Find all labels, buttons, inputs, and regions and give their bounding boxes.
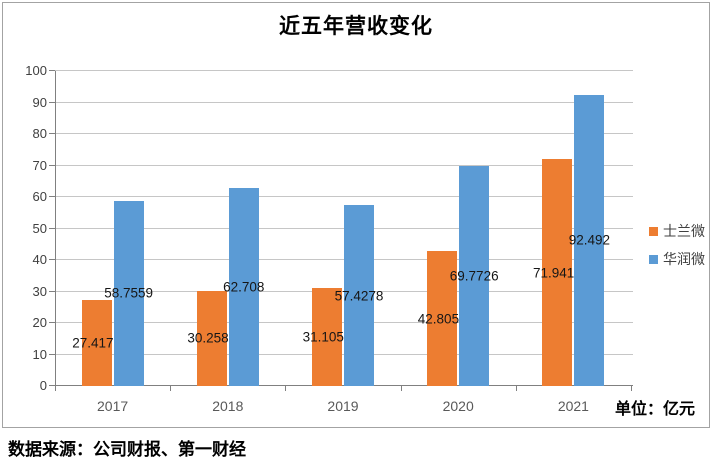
y-axis-label: 90 [32,94,47,110]
y-axis-tick [49,101,55,103]
y-axis-label: 10 [32,346,47,362]
bar-data-label: 62.708 [223,279,265,295]
bar-data-label: 30.2586 [187,330,237,346]
x-axis-tick [515,386,517,391]
y-axis-tick [49,353,55,355]
bar-data-label: 58.7559 [104,285,153,301]
y-axis-tick [49,259,55,260]
y-axis-label: 0 [39,378,47,393]
bar-data-label: 92.492 [568,232,611,248]
y-axis-tick [49,385,55,386]
x-axis-tick [55,386,56,391]
chart-title: 近五年营收变化 [279,15,433,38]
y-axis-tick [49,322,55,323]
x-axis-tick [285,386,287,391]
bar-士兰微-2019 [312,288,342,386]
bar-data-label: 57.4278 [334,288,384,304]
legend: 士兰微 华润微 [649,221,705,269]
bar-data-label: 42.8056 [417,311,467,327]
y-axis-line [55,71,56,386]
chart-canvas: 近五年营收变化 0 10 20 30 40 50 60 70 80 90 100 27.4179 58.… [2,2,710,428]
bar-华润微-2019 [344,205,374,386]
y-axis-tick [49,196,55,197]
y-axis-label: 80 [32,126,47,141]
x-axis-tick [170,386,172,391]
bar-士兰微-2021 [542,159,573,386]
gridline [55,196,633,197]
y-axis-label: 30 [32,283,47,299]
unit-label: 单位：亿元 [615,401,696,418]
bar-data-label: 71.9415 [532,265,582,281]
y-axis-label: 40 [32,252,47,267]
bar-华润微-2017 [113,200,144,386]
bar-data-label: 69.7726 [449,268,499,284]
gridline [55,164,633,166]
gridline [55,133,633,134]
bar-士兰微-2020 [427,251,458,386]
legend-label: 士兰微 [663,223,705,239]
x-axis-tick [631,386,632,391]
legend-swatch-icon [649,254,658,264]
bar-士兰微-2018 [196,290,227,386]
y-axis-label: 50 [32,220,47,236]
bar-华润微-2021 [574,94,605,386]
x-axis-label: 2018 [212,398,244,414]
gridline [55,101,633,103]
y-axis-label: 20 [32,315,47,330]
y-axis-tick [49,227,55,229]
plot-area: 0 10 20 30 40 50 60 70 80 90 100 27.4179 58.7559 2017… [3,3,709,427]
bar-士兰微-2017 [81,299,112,386]
x-axis-label: 2017 [97,398,129,414]
bar-data-label: 31.1057 [302,329,352,345]
x-axis-label: 2020 [442,398,474,414]
y-axis-label: 70 [32,157,47,173]
legend-item-huarunwei: 华润微 [649,249,705,269]
source-note: 数据来源：公司财报、第一财经 [8,440,246,459]
y-axis-tick [49,70,55,71]
y-axis-tick [49,164,55,166]
legend-item-silanwei: 士兰微 [649,221,705,241]
bar-华润微-2018 [228,188,259,386]
legend-swatch-icon [649,226,658,236]
y-axis-tick [49,133,55,134]
bar-data-label: 27.4179 [72,335,121,351]
y-axis-label: 60 [32,189,47,204]
gridline [55,70,633,71]
x-axis-label: 2019 [327,398,359,414]
y-axis-tick [49,290,55,292]
legend-label: 华润微 [663,251,705,267]
x-axis-label: 2021 [557,398,589,414]
bar-华润微-2020 [459,166,490,386]
y-axis-label: 100 [25,63,47,78]
x-axis-tick [400,386,402,391]
